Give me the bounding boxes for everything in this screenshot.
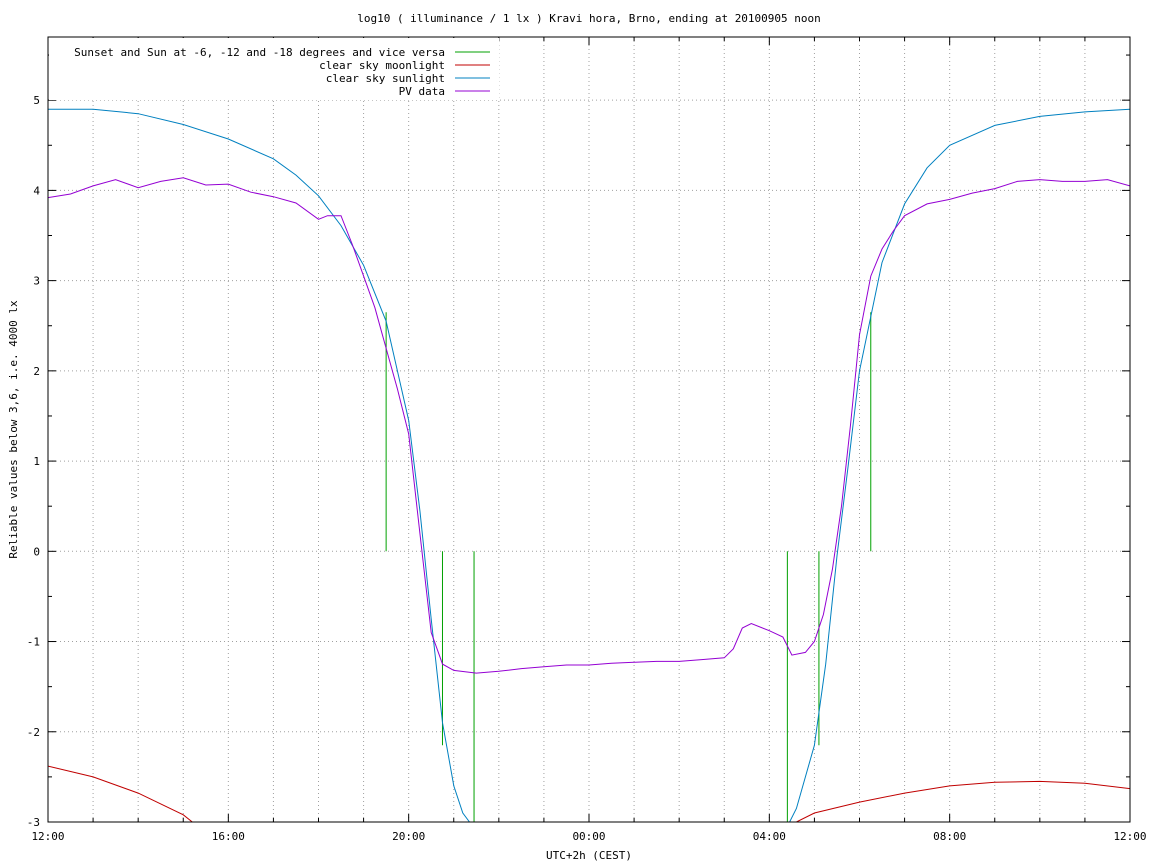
y-tick-label: 4	[33, 184, 40, 197]
series-line-1	[48, 765, 1130, 822]
x-tick-label: 04:00	[753, 830, 786, 843]
y-tick-label: -3	[27, 816, 40, 829]
x-tick-label: 00:00	[572, 830, 605, 843]
y-tick-label: 5	[33, 94, 40, 107]
legend-entry-label: Sunset and Sun at -6, -12 and -18 degree…	[74, 46, 445, 59]
y-tick-label: 0	[33, 545, 40, 558]
legend-entry-label: clear sky sunlight	[326, 72, 445, 85]
chart-title: log10 ( illuminance / 1 lx ) Kravi hora,…	[357, 12, 821, 25]
x-tick-label: 16:00	[212, 830, 245, 843]
y-tick-label: 1	[33, 455, 40, 468]
legend-background	[49, 38, 499, 100]
y-tick-label: -2	[27, 726, 40, 739]
y-tick-label: 3	[33, 275, 40, 288]
x-tick-label: 08:00	[933, 830, 966, 843]
legend-entry-label: clear sky moonlight	[319, 59, 445, 72]
x-tick-label: 12:00	[1113, 830, 1146, 843]
legend-entry-label: PV data	[399, 85, 445, 98]
plot-border	[47, 36, 1131, 823]
y-axis-label: Reliable values below 3,6, i.e. 4000 lx	[7, 300, 20, 559]
x-tick-label: 20:00	[392, 830, 425, 843]
series-group	[48, 108, 1130, 822]
series-line-2	[48, 108, 1130, 822]
y-tick-label: 2	[33, 365, 40, 378]
y-tick-label: -1	[27, 636, 40, 649]
legend: Sunset and Sun at -6, -12 and -18 degree…	[49, 38, 499, 100]
x-tick-label: 12:00	[31, 830, 64, 843]
plot-area	[48, 108, 1130, 822]
x-axis-label: UTC+2h (CEST)	[546, 849, 632, 862]
grid	[48, 37, 1130, 822]
series-line-3	[48, 177, 1130, 674]
